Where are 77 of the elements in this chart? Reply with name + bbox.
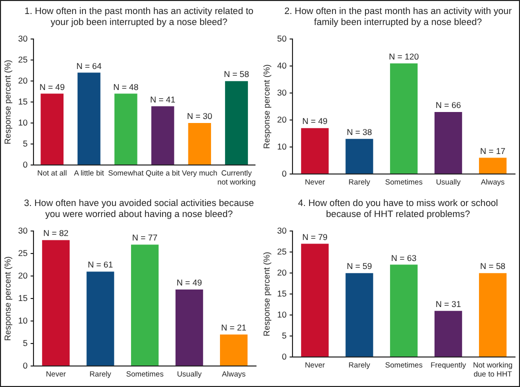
- y-tick-label: 10: [18, 117, 28, 128]
- y-tick-label: 0: [22, 360, 28, 370]
- y-tick-label: 20: [18, 75, 28, 86]
- y-tick-label: 20: [18, 270, 28, 280]
- bar: [434, 112, 462, 174]
- y-axis-title: Response percent (%): [2, 256, 12, 341]
- annotation: N = 66: [436, 100, 462, 110]
- bar: [478, 158, 507, 174]
- annotation: N = 77: [132, 232, 158, 243]
- annotation: N = 38: [346, 127, 372, 138]
- y-tick-label: 25: [277, 246, 287, 256]
- bar: [131, 244, 159, 366]
- y-tick-label: 50: [277, 33, 287, 44]
- chart-title: 3. How often have you avoided social activities because you were worried about having a nose bleed?: [23, 197, 255, 221]
- y-tick-label: 25: [18, 54, 28, 64]
- chart-title: 2. How often in the past month has an activity with your family been interrupted by a nose bleed?: [283, 5, 513, 29]
- y-axis-title: Response percent (%): [2, 60, 12, 144]
- y-tick-label: 25: [18, 248, 28, 258]
- annotation: N = 21: [221, 322, 247, 333]
- annotation: N = 58: [480, 261, 506, 272]
- y-tick-label: 0: [22, 159, 28, 170]
- bar: [346, 138, 374, 174]
- y-axis-title: Response percent (%): [261, 64, 272, 149]
- annotation: N = 30: [186, 111, 213, 122]
- annotation: N = 49: [39, 82, 66, 92]
- y-tick-label: 10: [277, 309, 287, 320]
- bar: [42, 240, 70, 366]
- y-tick-label: 30: [277, 225, 287, 236]
- y-tick-label: 0: [282, 168, 287, 178]
- y-tick-label: 20: [277, 267, 287, 278]
- annotation: N = 120: [388, 51, 420, 62]
- annotation: N = 63: [391, 252, 417, 263]
- bar: [40, 94, 64, 164]
- y-tick-label: 15: [18, 292, 28, 303]
- y-tick-label: 30: [18, 33, 28, 44]
- annotation: N = 49: [176, 278, 202, 288]
- bar: [225, 81, 248, 164]
- y-tick-label: 10: [277, 141, 287, 152]
- y-tick-label: 15: [277, 288, 287, 298]
- bar: [78, 72, 100, 164]
- bar: [478, 273, 507, 356]
- annotation: N = 17: [480, 146, 506, 156]
- y-tick-label: 30: [18, 225, 28, 236]
- bar: [301, 244, 329, 356]
- y-axis-title: Response percent (%): [261, 252, 272, 336]
- annotation: N = 61: [88, 260, 114, 270]
- y-tick-label: 5: [282, 330, 287, 340]
- y-tick-label: 40: [277, 60, 287, 70]
- annotation: N = 64: [76, 60, 102, 71]
- annotation: N = 31: [436, 298, 462, 309]
- annotation: N = 58: [224, 69, 250, 80]
- y-tick-label: 15: [18, 96, 28, 106]
- y-tick-label: 20: [277, 114, 287, 124]
- bar: [220, 334, 248, 366]
- annotation: N = 41: [150, 94, 176, 104]
- y-tick-label: 5: [22, 138, 28, 148]
- bar: [390, 264, 418, 356]
- bar: [188, 123, 212, 164]
- annotation: N = 79: [302, 232, 328, 242]
- annotation: N = 82: [43, 228, 69, 238]
- y-tick-label: 0: [282, 351, 287, 362]
- bar: [151, 106, 174, 164]
- bar: [346, 273, 374, 356]
- y-tick-label: 5: [22, 338, 28, 348]
- bar: [390, 63, 418, 174]
- annotation: N = 59: [346, 261, 372, 272]
- y-tick-label: 30: [277, 87, 287, 98]
- bar: [176, 290, 204, 366]
- y-tick-label: 10: [18, 315, 28, 326]
- chart-title: 4. How often do you have to miss work or school because of HHT related problems?: [297, 197, 499, 221]
- bar: [434, 310, 462, 356]
- bar: [114, 94, 138, 164]
- annotation: N = 49: [302, 116, 328, 126]
- bar: [301, 128, 329, 174]
- chart-title: 1. How often in the past month has an activity related to your job been interrupted by a nose bleed?: [24, 5, 254, 29]
- annotation: N = 48: [113, 82, 139, 92]
- bar: [86, 272, 114, 366]
